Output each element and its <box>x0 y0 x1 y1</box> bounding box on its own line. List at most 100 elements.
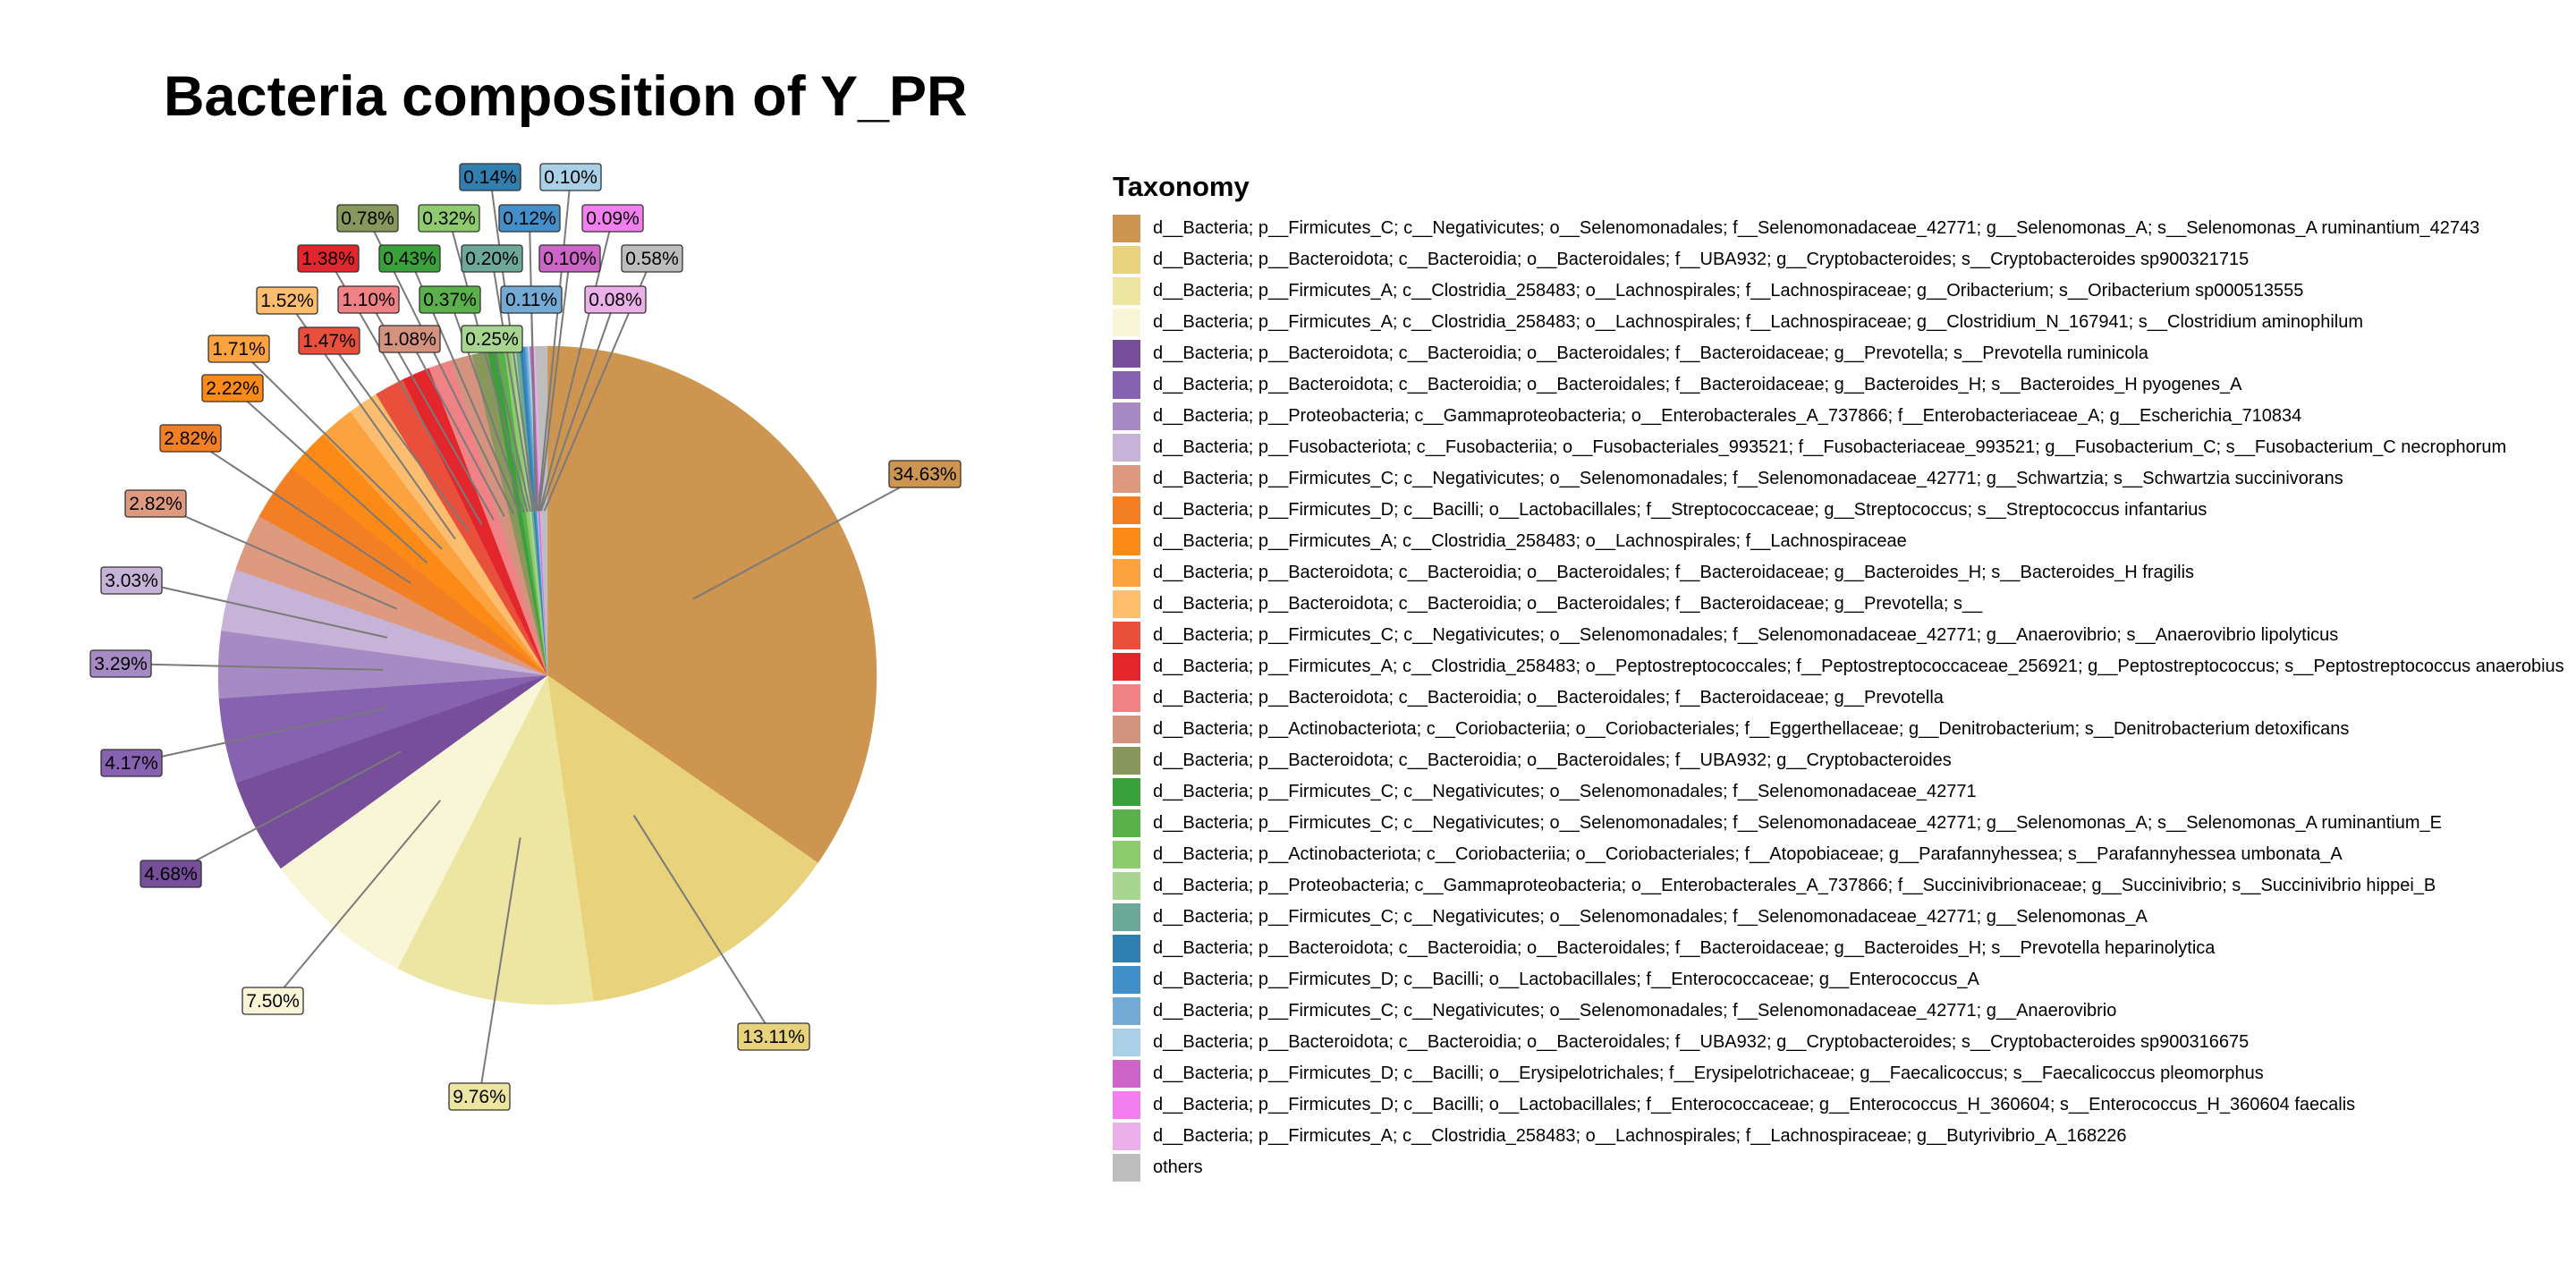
legend-label: d__Bacteria; p__Proteobacteria; c__Gamma… <box>1153 876 2436 895</box>
legend-item: d__Bacteria; p__Bacteroidota; c__Bactero… <box>1113 933 2562 964</box>
legend-title: Taxonomy <box>1113 171 1250 202</box>
legend-label: others <box>1153 1157 1203 1177</box>
legend-item: d__Bacteria; p__Firmicutes_D; c__Bacilli… <box>1113 495 2562 526</box>
legend-label: d__Bacteria; p__Firmicutes_C; c__Negativ… <box>1153 907 2148 927</box>
legend-swatch <box>1113 1091 1140 1119</box>
legend-item: d__Bacteria; p__Firmicutes_D; c__Bacilli… <box>1113 1058 2562 1089</box>
legend-swatch <box>1113 716 1140 743</box>
legend-item: d__Bacteria; p__Firmicutes_A; c__Clostri… <box>1113 275 2562 307</box>
legend-label: d__Bacteria; p__Firmicutes_C; c__Negativ… <box>1153 218 2480 238</box>
percentage-label-box <box>448 1082 511 1111</box>
leader-line <box>409 338 505 517</box>
legend-swatch <box>1113 402 1140 430</box>
legend-swatch <box>1113 1060 1140 1088</box>
percentage-label-box <box>459 163 521 191</box>
legend-swatch <box>1113 277 1140 305</box>
legend-label: d__Bacteria; p__Bacteroidota; c__Bactero… <box>1153 688 1944 708</box>
percentage-label: 3.03% <box>100 566 163 595</box>
percentage-label-box <box>378 244 441 273</box>
legend-swatch <box>1113 465 1140 493</box>
legend-item: d__Bacteria; p__Bacteroidota; c__Bactero… <box>1113 745 2562 776</box>
leader-line <box>328 340 470 532</box>
legend-swatch <box>1113 246 1140 274</box>
percentage-label-box <box>498 204 561 233</box>
percentage-label-box <box>418 204 480 233</box>
percentage-label-box <box>888 460 962 488</box>
legend-swatch <box>1113 903 1140 931</box>
percentage-labels: 34.63% 13.11% 9.76% 7.50% 4.68% 4.17% 3.29% 3.0… <box>89 163 962 1111</box>
leader-line <box>491 258 534 512</box>
percentage-label-text: 0.20% <box>465 249 519 269</box>
legend-label: d__Bacteria; p__Bacteroidota; c__Bactero… <box>1153 1032 2250 1052</box>
legend-item: d__Bacteria; p__Bacteroidota; c__Bactero… <box>1113 557 2562 589</box>
percentage-label-text: 1.08% <box>383 329 436 350</box>
legend-label: d__Bacteria; p__Firmicutes_A; c__Clostri… <box>1153 531 1907 551</box>
percentage-label-text: 0.08% <box>589 290 642 310</box>
pie-slice <box>547 674 818 1002</box>
percentage-label-box <box>297 244 360 273</box>
percentage-label: 0.25% <box>461 325 523 353</box>
leader-line <box>238 348 443 550</box>
leader-line <box>530 299 538 512</box>
legend-swatch <box>1113 809 1140 837</box>
legend-item: d__Bacteria; p__Bacteroidota; c__Bactero… <box>1113 244 2562 275</box>
percentage-label-text: 1.38% <box>301 249 355 269</box>
legend-swatch <box>1113 935 1140 962</box>
legend-item: d__Bacteria; p__Bacteroidota; c__Bactero… <box>1113 682 2562 714</box>
legend-item: d__Bacteria; p__Firmicutes_C; c__Negativ… <box>1113 620 2562 651</box>
leader-line <box>491 338 531 513</box>
legend-label: d__Bacteria; p__Bacteroidota; c__Bactero… <box>1153 938 2216 958</box>
legend-item: d__Bacteria; p__Actinobacteriota; c__Cor… <box>1113 839 2562 870</box>
percentage-label: 0.43% <box>378 244 441 273</box>
percentage-label-text: 0.10% <box>543 249 597 269</box>
leader-line <box>131 580 388 639</box>
percentage-label-text: 0.14% <box>463 167 517 188</box>
legend-swatch <box>1113 1123 1140 1150</box>
legend-item: d__Bacteria; p__Firmicutes_D; c__Bacilli… <box>1113 964 2562 996</box>
legend-swatch <box>1113 559 1140 587</box>
percentage-label-text: 7.50% <box>246 991 300 1012</box>
legend-label: d__Bacteria; p__Bacteroidota; c__Bactero… <box>1153 563 2195 582</box>
legend-label: d__Bacteria; p__Firmicutes_C; c__Negativ… <box>1153 625 2339 645</box>
legend-swatch <box>1113 966 1140 994</box>
percentage-label: 0.78% <box>336 204 399 233</box>
percentage-label-box <box>201 374 264 402</box>
legend-swatch <box>1113 653 1140 681</box>
percentage-label-box <box>140 860 202 888</box>
percentage-label-box <box>298 326 360 355</box>
percentage-label-box <box>584 285 647 314</box>
percentage-label-text: 2.82% <box>164 428 217 449</box>
legend-label: d__Bacteria; p__Firmicutes_A; c__Clostri… <box>1153 657 2564 676</box>
percentage-label-text: 0.11% <box>505 290 557 310</box>
legend-swatch <box>1113 309 1140 336</box>
percentage-label: 2.82% <box>124 489 187 518</box>
percentage-label: 0.08% <box>584 285 647 314</box>
percentage-label: 9.76% <box>448 1082 511 1111</box>
legend-item: d__Bacteria; p__Firmicutes_C; c__Negativ… <box>1113 213 2562 244</box>
legend-item: d__Bacteria; p__Firmicutes_A; c__Clostri… <box>1113 1121 2562 1152</box>
legend-item: d__Bacteria; p__Firmicutes_D; c__Bacilli… <box>1113 1089 2562 1121</box>
legend-item: d__Bacteria; p__Bacteroidota; c__Bactero… <box>1113 338 2562 369</box>
percentage-label-text: 0.37% <box>423 290 477 310</box>
percentage-label: 2.22% <box>201 374 264 402</box>
legend-swatch <box>1113 684 1140 712</box>
legend-item: d__Bacteria; p__Bacteroidota; c__Bactero… <box>1113 369 2562 401</box>
legend-swatch <box>1113 778 1140 806</box>
leader-line <box>632 815 775 1038</box>
percentage-label-box <box>378 325 441 353</box>
percentage-label-text: 0.25% <box>465 329 519 350</box>
percentage-label: 0.20% <box>461 244 523 273</box>
percentage-label: 0.11% <box>500 285 563 314</box>
legend-swatch <box>1113 622 1140 649</box>
legend-label: d__Bacteria; p__Firmicutes_D; c__Bacilli… <box>1153 1095 2356 1114</box>
percentage-label-text: 0.10% <box>544 167 597 188</box>
percentage-label-text: 0.43% <box>383 249 436 269</box>
percentage-label-box <box>419 285 481 314</box>
percentage-label: 0.10% <box>538 244 601 273</box>
legend-item: d__Bacteria; p__Fusobacteriota; c__Fusob… <box>1113 432 2562 463</box>
percentage-label-box <box>256 286 318 315</box>
pie-slice <box>547 345 877 863</box>
legend-swatch <box>1113 340 1140 368</box>
percentage-label-text: 3.03% <box>105 571 158 591</box>
percentage-label: 1.47% <box>298 326 360 355</box>
